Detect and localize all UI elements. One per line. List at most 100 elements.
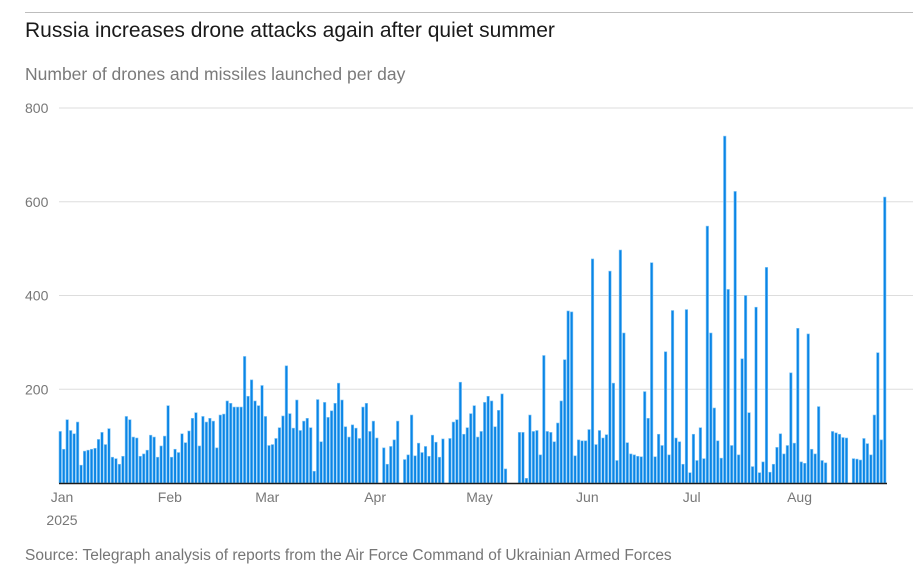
bar [364,403,368,484]
bar [128,419,132,484]
bar [584,440,588,484]
bar [166,405,170,484]
bar [156,456,160,484]
bar [295,399,299,484]
bar [93,448,97,484]
bar [100,432,104,484]
bar [170,456,174,484]
bar [163,435,167,484]
x-tick-label: Jul [683,489,701,505]
bar [500,393,504,484]
bar [215,447,219,484]
bar [69,430,73,484]
bar [197,445,201,484]
bar [90,448,94,484]
bar [430,434,435,484]
bar [222,413,226,484]
bar [883,196,887,484]
bar [820,460,824,484]
bar [782,453,786,484]
bar [479,431,483,484]
bar [382,447,386,484]
bar [135,437,139,484]
bar [632,454,636,484]
bar [747,412,751,484]
bar [323,402,327,484]
bar [643,391,647,484]
bar [716,440,720,484]
bar [410,414,414,484]
x-tick-label: Apr [364,489,386,505]
bar [841,437,845,484]
bar [330,410,334,484]
bar [521,432,525,484]
bar [712,407,716,484]
bar [65,419,69,484]
bar [771,463,775,484]
bar [305,418,309,484]
bar [239,406,243,484]
bar [876,352,880,484]
bar [462,433,466,484]
bar [270,444,275,484]
bar [76,421,80,484]
bar [288,413,292,484]
bar [375,437,379,484]
bar [587,429,591,484]
bar [114,458,118,484]
bar [799,461,803,484]
bar [563,359,567,484]
bar [124,416,128,484]
bar [58,431,62,484]
bar [869,454,873,484]
bar [622,332,626,484]
bar [723,135,727,484]
bar [180,433,184,484]
bar [86,449,90,484]
bar [573,455,577,484]
bar [664,351,668,484]
bar [657,433,661,484]
x-tick-label: Jun [576,489,599,505]
bar [229,403,233,484]
bar [250,379,254,484]
bar [427,455,431,484]
bar [350,424,355,484]
bar [768,471,772,484]
bar [371,420,375,484]
bar [792,442,796,484]
bar [316,399,320,484]
bar [451,421,455,484]
bar [243,356,247,484]
bar [103,444,108,484]
bar [420,452,424,484]
bar [201,416,205,484]
bar [107,428,111,484]
bar [326,417,330,484]
bar [274,438,278,484]
x-tick-label: Jan [51,489,74,505]
bar [670,310,675,484]
bar [796,328,800,484]
bar [483,402,487,484]
bar [817,406,821,484]
bar [211,420,215,484]
bar [256,405,261,484]
bar [535,430,539,484]
bar [862,438,866,484]
bar [159,445,163,484]
bar [284,365,288,484]
bar [594,444,598,484]
bar [528,414,532,484]
bar [705,225,709,484]
bar [813,453,817,484]
bar [566,310,570,484]
bar [549,432,553,484]
bar [684,309,688,484]
bar [469,413,473,484]
bar [486,395,490,484]
bar [580,440,584,484]
y-tick-label: 400 [25,288,49,304]
bar [298,430,302,484]
bar [96,439,101,484]
